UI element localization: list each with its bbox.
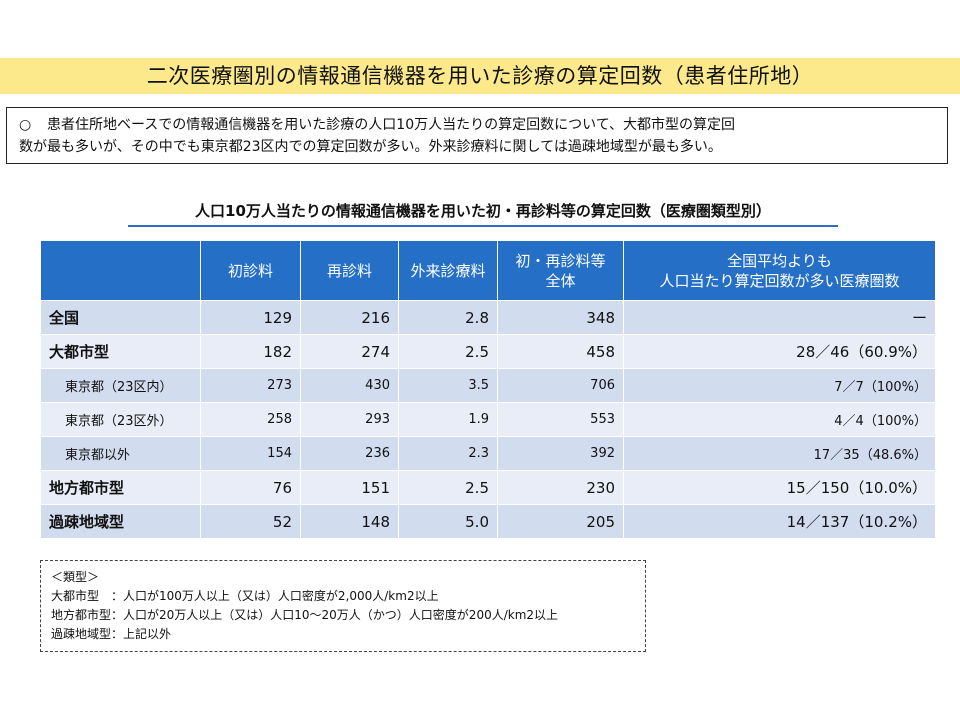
- table-cell: 2.8: [398, 300, 498, 335]
- table-cell: 216: [300, 300, 399, 335]
- table-row: 大都市型 182 274 2.5 458 28／46（60.9%）: [40, 334, 936, 369]
- table-cell: ー: [623, 300, 936, 335]
- table-cell: 129: [200, 300, 301, 335]
- table-cell: 15／150（10.0%）: [623, 470, 936, 505]
- table-row: 東京都（23区外） 258 293 1.9 553 4／4（100%）: [40, 402, 936, 437]
- row-label: 過疎地域型: [40, 504, 201, 539]
- legend-line: 過疎地域型：上記以外: [51, 627, 172, 641]
- table-cell: 4／4（100%）: [623, 402, 936, 437]
- table-row: 東京都（23区内） 273 430 3.5 706 7／7（100%）: [40, 368, 936, 403]
- table-cell: 148: [300, 504, 399, 539]
- table-cell: 553: [497, 402, 624, 437]
- legend-line: 大都市型 ：人口が100万人以上（又は）人口密度が2,000人/km2以上: [51, 589, 439, 603]
- column-header: 全国平均よりも 人口当たり算定回数が多い医療圏数: [623, 240, 936, 301]
- table-cell: 348: [497, 300, 624, 335]
- page-title: 二次医療圏別の情報通信機器を用いた診療の算定回数（患者住所地）: [146, 64, 814, 88]
- header-row: 初診料 再診料 外来診療料 初・再診料等 全体 全国平均よりも 人口当たり算定回数が多い医療…: [40, 240, 936, 301]
- table-cell: 2.3: [398, 436, 498, 471]
- column-header: 初診料: [200, 240, 301, 301]
- column-header: 初・再診料等 全体: [497, 240, 624, 301]
- table-cell: 1.9: [398, 402, 498, 437]
- legend-box: ＜類型＞ 大都市型 ：人口が100万人以上（又は）人口密度が2,000人/km2…: [40, 560, 646, 652]
- summary-line-1: ○ 患者住所地ベースでの情報通信機器を用いた診療の人口10万人当たりの算定回数につ…: [19, 114, 937, 136]
- table-cell: 76: [200, 470, 301, 505]
- table-cell: 52: [200, 504, 301, 539]
- table-cell: 7／7（100%）: [623, 368, 936, 403]
- table-cell: 14／137（10.2%）: [623, 504, 936, 539]
- row-label: 地方都市型: [40, 470, 201, 505]
- table-cell: 273: [200, 368, 301, 403]
- table-cell: 5.0: [398, 504, 498, 539]
- table-cell: 3.5: [398, 368, 498, 403]
- row-label: 東京都以外: [40, 436, 201, 471]
- table-header: 初診料 再診料 外来診療料 初・再診料等 全体 全国平均よりも 人口当たり算定回数が多い医療…: [40, 240, 936, 301]
- summary-box: ○ 患者住所地ベースでの情報通信機器を用いた診療の人口10万人当たりの算定回数につ…: [6, 107, 948, 164]
- table-cell: 151: [300, 470, 399, 505]
- table-cell: 458: [497, 334, 624, 369]
- title-bar: [0, 58, 960, 94]
- table-row: 過疎地域型 52 148 5.0 205 14／137（10.2%）: [40, 504, 936, 539]
- row-label: 東京都（23区内）: [40, 368, 201, 403]
- summary-text: ○ 患者住所地ベースでの情報通信機器を用いた診療の人口10万人当たりの算定回数につ…: [19, 114, 937, 158]
- table-row: 東京都以外 154 236 2.3 392 17／35（48.6%）: [40, 436, 936, 471]
- header-cell-corner: [40, 240, 201, 301]
- data-table: 初診料 再診料 外来診療料 初・再診料等 全体 全国平均よりも 人口当たり算定回数が多い医療…: [40, 240, 936, 539]
- table-title: 人口10万人当たりの情報通信機器を用いた初・再診料等の算定回数（医療圏類型別）: [195, 202, 771, 220]
- table-cell: 28／46（60.9%）: [623, 334, 936, 369]
- summary-line-2: 数が最も多いが、その中でも東京都23区内での算定回数が多い。外来診療料に関しては…: [19, 139, 722, 155]
- table-cell: 2.5: [398, 334, 498, 369]
- legend-heading: ＜類型＞: [51, 570, 100, 584]
- table-row: 地方都市型 76 151 2.5 230 15／150（10.0%）: [40, 470, 936, 505]
- table-cell: 230: [497, 470, 624, 505]
- bullet-icon: ○: [19, 117, 32, 133]
- table-title-underline: [128, 225, 838, 227]
- summary-line-1-text: 患者住所地ベースでの情報通信機器を用いた診療の人口10万人当たりの算定回数につい…: [47, 117, 735, 133]
- column-header: 外来診療料: [398, 240, 498, 301]
- table-row: 全国 129 216 2.8 348 ー: [40, 300, 936, 335]
- row-label: 東京都（23区外）: [40, 402, 201, 437]
- row-label: 大都市型: [40, 334, 201, 369]
- table-cell: 205: [497, 504, 624, 539]
- table-body: 全国 129 216 2.8 348 ー大都市型 182 274 2.5 458 28／46（60.…: [40, 300, 936, 539]
- table-cell: 706: [497, 368, 624, 403]
- table-cell: 17／35（48.6%）: [623, 436, 936, 471]
- row-label: 全国: [40, 300, 201, 335]
- table-cell: 154: [200, 436, 301, 471]
- table-cell: 2.5: [398, 470, 498, 505]
- column-header: 再診料: [300, 240, 399, 301]
- table-cell: 236: [300, 436, 399, 471]
- table-cell: 274: [300, 334, 399, 369]
- table-cell: 293: [300, 402, 399, 437]
- table-cell: 258: [200, 402, 301, 437]
- table-cell: 182: [200, 334, 301, 369]
- table-cell: 430: [300, 368, 399, 403]
- legend-line: 地方都市型：人口が20万人以上（又は）人口10～20万人（かつ）人口密度が200…: [51, 608, 559, 622]
- table-cell: 392: [497, 436, 624, 471]
